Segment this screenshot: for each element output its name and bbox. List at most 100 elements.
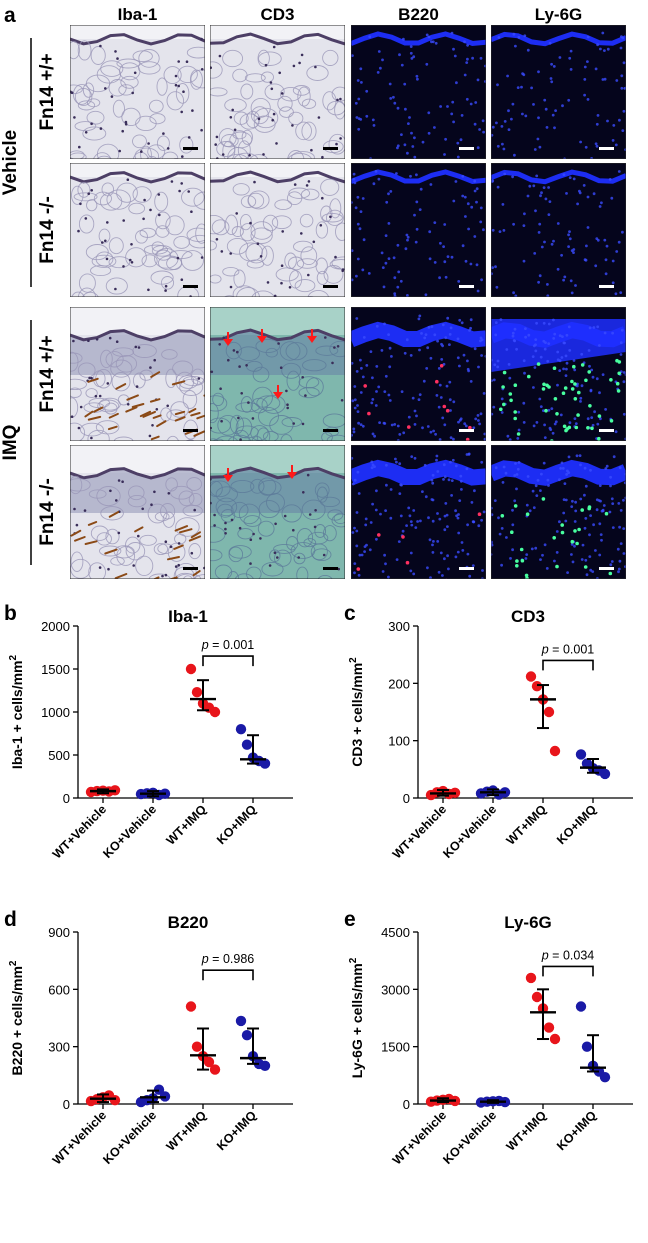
dapi-nucleus [456, 155, 460, 159]
nucleus [129, 258, 132, 262]
dapi-nucleus [585, 573, 589, 577]
tissue-cell [155, 211, 171, 230]
nucleus [249, 538, 253, 541]
tissue-cell [317, 574, 333, 579]
dapi-nucleus [618, 559, 622, 563]
tissue-cell [269, 415, 294, 435]
tissue-cell [148, 99, 164, 113]
fluorescence-background [351, 163, 486, 297]
dapi-nucleus [496, 185, 500, 189]
dapi-nucleus [501, 481, 505, 484]
significance-bracket [202, 969, 254, 981]
tissue-cell [239, 223, 256, 242]
nucleus [266, 281, 270, 284]
data-point [209, 706, 221, 718]
dapi-nucleus [508, 376, 512, 380]
positive-cell-signal [555, 564, 559, 569]
data-point [185, 663, 197, 675]
tissue-cell [285, 342, 308, 361]
dapi-nucleus [387, 257, 391, 260]
iba1-positive-cell [115, 383, 127, 390]
dapi-nucleus [619, 509, 623, 512]
nucleus [90, 376, 93, 380]
tissue-cell [154, 511, 170, 522]
dapi-nucleus [479, 412, 483, 416]
nucleus [200, 128, 203, 132]
dapi-nucleus [440, 342, 443, 346]
y-tick-label: 0 [63, 1097, 70, 1112]
dapi-nucleus [618, 466, 622, 470]
dapi-nucleus [466, 43, 469, 47]
dapi-nucleus [499, 318, 503, 321]
iba1-positive-cell [152, 414, 162, 419]
dapi-nucleus [475, 200, 478, 204]
dapi-nucleus [591, 423, 595, 427]
dapi-nucleus [547, 342, 551, 345]
dapi-nucleus [463, 40, 466, 44]
dapi-nucleus [358, 553, 362, 557]
nucleus [218, 343, 221, 346]
tissue-cell [160, 276, 175, 290]
panel-letter: b [4, 602, 17, 625]
nucleus [122, 265, 125, 268]
dapi-nucleus [379, 66, 382, 70]
dapi-nucleus [371, 118, 375, 122]
dapi-nucleus [436, 470, 440, 473]
nucleus [200, 68, 204, 71]
dapi-nucleus [616, 547, 620, 551]
positive-cell-signal [509, 398, 513, 403]
dapi-nucleus [375, 324, 379, 328]
dapi-nucleus [414, 240, 418, 244]
tissue-cell [260, 71, 274, 83]
tissue-cell [96, 65, 122, 84]
epidermis-dapi [491, 459, 626, 486]
dapi-nucleus [617, 502, 621, 505]
tissue-cell [175, 83, 190, 104]
dapi-nucleus [436, 540, 440, 543]
nucleus [251, 417, 255, 420]
dapi-nucleus [361, 268, 365, 272]
tissue-cell [240, 396, 253, 413]
dapi-nucleus [584, 258, 588, 262]
dapi-nucleus [357, 421, 360, 425]
iba1-positive-cell [108, 412, 119, 419]
dapi-nucleus [424, 293, 428, 297]
iba1-positive-cell [193, 430, 205, 437]
dapi-nucleus [371, 376, 374, 380]
genotype-label: Fn14 -/- [37, 478, 58, 546]
dapi-nucleus [509, 557, 512, 560]
tissue-cell [70, 378, 87, 391]
dapi-nucleus [579, 140, 582, 144]
tissue-cell [112, 347, 135, 357]
data-point [581, 1041, 593, 1052]
dapi-nucleus [581, 543, 585, 547]
dapi-nucleus [419, 519, 422, 523]
dapi-nucleus [375, 489, 378, 493]
tissue-cell [222, 49, 244, 68]
tissue-cell [316, 486, 328, 503]
dapi-nucleus [413, 456, 417, 460]
dapi-nucleus [606, 47, 610, 51]
tissue-cell [186, 477, 203, 491]
positive-cell-signal [580, 363, 585, 367]
dapi-nucleus [504, 471, 508, 475]
tissue-cell [229, 131, 253, 149]
dapi-nucleus [351, 433, 353, 437]
nucleus [115, 499, 118, 502]
tissue-cell [329, 340, 345, 358]
dapi-nucleus [524, 327, 527, 330]
dapi-nucleus [570, 505, 574, 508]
data-point [575, 749, 587, 760]
dapi-nucleus [532, 424, 536, 428]
iba1-positive-cell [173, 544, 184, 550]
nucleus [151, 424, 154, 427]
tissue-cell [156, 135, 170, 151]
nucleus [327, 598, 330, 601]
tissue-cell [226, 153, 249, 159]
dapi-nucleus [550, 62, 553, 66]
dapi-nucleus [435, 394, 439, 397]
dapi-nucleus [365, 89, 369, 93]
dapi-nucleus [463, 195, 467, 199]
dapi-nucleus [381, 58, 384, 62]
dapi-nucleus [556, 222, 560, 225]
